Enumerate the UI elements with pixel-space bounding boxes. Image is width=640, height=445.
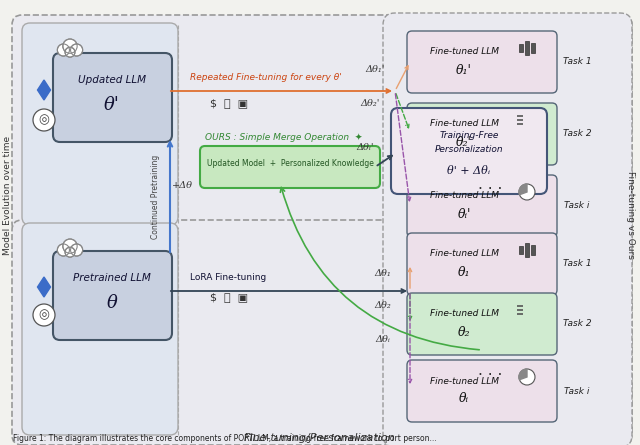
Text: θ₁: θ₁ <box>458 266 470 279</box>
Text: Training-Free: Training-Free <box>439 130 499 139</box>
Text: Fine-tuning vs Ours: Fine-tuning vs Ours <box>625 171 634 259</box>
FancyBboxPatch shape <box>12 15 632 233</box>
Wedge shape <box>519 184 527 195</box>
Text: θ₁': θ₁' <box>456 64 472 77</box>
Text: θ₂: θ₂ <box>458 325 470 339</box>
Bar <box>525 243 529 257</box>
FancyBboxPatch shape <box>407 233 557 295</box>
Text: Task 1: Task 1 <box>563 57 591 66</box>
Text: θᵢ': θᵢ' <box>458 207 470 221</box>
Text: Δθ₁': Δθ₁' <box>365 65 385 73</box>
Circle shape <box>519 184 535 200</box>
Text: Personalization: Personalization <box>435 146 503 154</box>
Text: Repeated Fine-tuning for every θ': Repeated Fine-tuning for every θ' <box>190 73 342 81</box>
Text: Figure 1: The diagram illustrates the core components of PORTLLM, a training-fre: Figure 1: The diagram illustrates the co… <box>13 434 436 443</box>
Text: Δθᵢ: Δθᵢ <box>376 336 390 344</box>
Text: θ: θ <box>107 294 117 312</box>
Text: Updated LLM: Updated LLM <box>78 75 146 85</box>
FancyBboxPatch shape <box>391 108 547 194</box>
Circle shape <box>65 247 75 257</box>
FancyBboxPatch shape <box>407 293 557 355</box>
Circle shape <box>63 39 77 53</box>
Text: Updated Model  +  Personalized Knowledge: Updated Model + Personalized Knowledge <box>207 159 373 169</box>
Text: Δθ₂: Δθ₂ <box>374 300 392 310</box>
Bar <box>519 44 523 52</box>
Text: Task 2: Task 2 <box>563 320 591 328</box>
Bar <box>531 245 535 255</box>
Text: Task 1: Task 1 <box>563 259 591 268</box>
Text: θᵢ: θᵢ <box>459 392 469 405</box>
Text: Fine-tuned LLM: Fine-tuned LLM <box>429 310 499 319</box>
FancyBboxPatch shape <box>407 103 557 165</box>
FancyBboxPatch shape <box>383 13 632 445</box>
Circle shape <box>70 44 83 56</box>
Text: $  ⌛  ▣: $ ⌛ ▣ <box>210 98 248 108</box>
Circle shape <box>65 47 75 57</box>
Circle shape <box>519 369 535 385</box>
Circle shape <box>70 244 83 256</box>
FancyBboxPatch shape <box>53 251 172 340</box>
FancyBboxPatch shape <box>407 360 557 422</box>
Text: Fine-tuned LLM: Fine-tuned LLM <box>429 120 499 129</box>
FancyBboxPatch shape <box>200 146 380 188</box>
Bar <box>531 43 535 53</box>
Circle shape <box>58 44 70 56</box>
Text: θ': θ' <box>104 96 120 114</box>
Circle shape <box>33 109 55 131</box>
Text: θ₂': θ₂' <box>456 135 472 149</box>
Text: ◎: ◎ <box>38 308 49 321</box>
Text: Fine-tuned LLM: Fine-tuned LLM <box>429 191 499 201</box>
Text: Continued Pretraining: Continued Pretraining <box>150 155 159 239</box>
Text: θ' + Δθᵢ: θ' + Δθᵢ <box>447 166 491 176</box>
Bar <box>519 246 523 254</box>
Wedge shape <box>519 369 527 380</box>
FancyBboxPatch shape <box>22 23 178 225</box>
Text: · · ·: · · · <box>478 182 502 198</box>
Text: LoRA Fine-tuning: LoRA Fine-tuning <box>190 272 266 282</box>
Text: Fine-tuning/Personalization: Fine-tuning/Personalization <box>244 433 396 443</box>
Text: $  ⌛  ▣: $ ⌛ ▣ <box>210 292 248 302</box>
Text: Task 2: Task 2 <box>563 129 591 138</box>
FancyBboxPatch shape <box>407 31 557 93</box>
FancyBboxPatch shape <box>407 175 557 237</box>
Text: +Δθ: +Δθ <box>172 181 193 190</box>
Text: Task i: Task i <box>564 387 589 396</box>
FancyBboxPatch shape <box>53 53 172 142</box>
Text: Δθᵢ': Δθᵢ' <box>356 142 374 151</box>
Text: Fine-tuned LLM: Fine-tuned LLM <box>429 376 499 385</box>
Text: Fine-tuned LLM: Fine-tuned LLM <box>429 48 499 57</box>
Bar <box>525 41 529 55</box>
Circle shape <box>63 239 77 253</box>
Circle shape <box>33 304 55 326</box>
Text: Model Evolution over time: Model Evolution over time <box>3 135 13 255</box>
Polygon shape <box>38 80 51 100</box>
Text: · · ·: · · · <box>478 368 502 383</box>
FancyBboxPatch shape <box>22 223 178 435</box>
Circle shape <box>58 244 70 256</box>
Text: ◎: ◎ <box>38 113 49 126</box>
Text: Δθ₁: Δθ₁ <box>374 268 392 278</box>
Text: Δθ₂': Δθ₂' <box>360 98 380 108</box>
Text: Fine-tuned LLM: Fine-tuned LLM <box>429 250 499 259</box>
Text: Pretrained LLM: Pretrained LLM <box>73 273 151 283</box>
Text: Task i: Task i <box>564 202 589 210</box>
FancyBboxPatch shape <box>12 220 632 445</box>
Polygon shape <box>38 277 51 297</box>
Text: OURS : Simple Merge Operation  ✦: OURS : Simple Merge Operation ✦ <box>205 133 362 142</box>
